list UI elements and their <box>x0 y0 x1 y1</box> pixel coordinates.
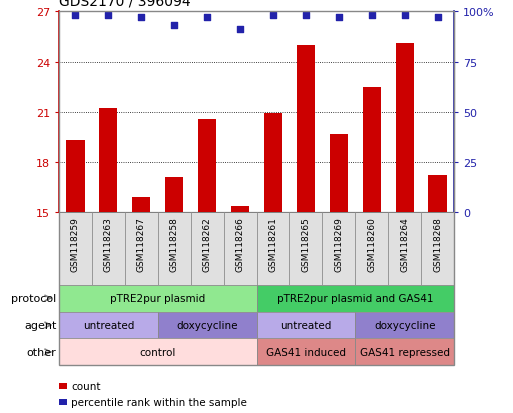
Point <box>236 27 244 34</box>
Bar <box>132 198 150 213</box>
Bar <box>92 213 125 285</box>
Point <box>433 15 442 22</box>
Bar <box>59 339 256 366</box>
Text: GSM118262: GSM118262 <box>203 216 212 271</box>
Text: GSM118259: GSM118259 <box>71 216 80 271</box>
Point <box>170 23 179 30</box>
Text: GSM118265: GSM118265 <box>301 216 310 271</box>
Point <box>401 13 409 20</box>
Bar <box>224 213 256 285</box>
Point <box>334 15 343 22</box>
Text: GSM118269: GSM118269 <box>334 216 343 271</box>
Point <box>269 13 277 20</box>
Bar <box>330 134 348 213</box>
Bar <box>165 178 183 213</box>
Text: pTRE2pur plasmid and GAS41: pTRE2pur plasmid and GAS41 <box>277 293 433 304</box>
Bar <box>363 88 381 213</box>
Bar <box>231 206 249 213</box>
Bar <box>158 213 191 285</box>
Text: doxycycline: doxycycline <box>374 320 436 330</box>
Bar <box>421 213 454 285</box>
Text: untreated: untreated <box>280 320 331 330</box>
Text: GSM118258: GSM118258 <box>170 216 179 271</box>
Text: doxycycline: doxycycline <box>176 320 238 330</box>
Point <box>368 13 376 20</box>
Bar <box>355 312 454 339</box>
Text: count: count <box>71 381 101 391</box>
Bar <box>289 213 322 285</box>
Bar <box>100 109 117 213</box>
Text: pTRE2pur plasmid: pTRE2pur plasmid <box>110 293 205 304</box>
Bar <box>256 339 355 366</box>
Text: GSM118264: GSM118264 <box>400 216 409 271</box>
Bar <box>396 44 413 213</box>
Bar <box>125 213 158 285</box>
Point <box>104 13 112 20</box>
Bar <box>66 141 85 213</box>
Bar <box>355 339 454 366</box>
Bar <box>191 213 224 285</box>
Bar <box>322 213 355 285</box>
Bar <box>256 312 355 339</box>
Bar <box>388 213 421 285</box>
Text: GDS2170 / 396094: GDS2170 / 396094 <box>59 0 191 8</box>
Text: GSM118263: GSM118263 <box>104 216 113 271</box>
Text: agent: agent <box>24 320 56 330</box>
Bar <box>158 312 256 339</box>
Point <box>302 13 310 20</box>
Bar <box>59 285 256 312</box>
Text: GSM118266: GSM118266 <box>235 216 245 271</box>
Text: GSM118260: GSM118260 <box>367 216 376 271</box>
Text: other: other <box>27 347 56 357</box>
Text: GSM118267: GSM118267 <box>137 216 146 271</box>
Bar <box>264 114 282 213</box>
Bar <box>428 176 447 213</box>
Point <box>71 13 80 20</box>
Text: control: control <box>140 347 176 357</box>
Bar <box>198 119 216 213</box>
Point <box>137 15 145 22</box>
Bar <box>59 312 158 339</box>
Bar <box>256 213 289 285</box>
Bar <box>59 213 92 285</box>
Bar <box>297 46 315 213</box>
Text: untreated: untreated <box>83 320 134 330</box>
Text: GSM118261: GSM118261 <box>268 216 278 271</box>
Text: percentile rank within the sample: percentile rank within the sample <box>71 397 247 407</box>
Bar <box>355 213 388 285</box>
Point <box>203 15 211 22</box>
Bar <box>256 285 454 312</box>
Text: GSM118268: GSM118268 <box>433 216 442 271</box>
Text: GAS41 induced: GAS41 induced <box>266 347 346 357</box>
Text: protocol: protocol <box>11 293 56 304</box>
Text: GAS41 repressed: GAS41 repressed <box>360 347 449 357</box>
